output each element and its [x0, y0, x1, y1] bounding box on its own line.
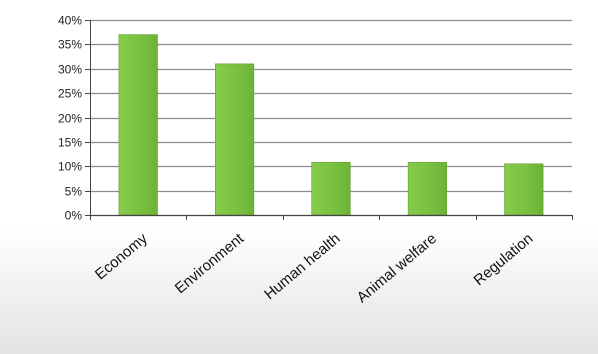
y-tick-label: 40% [58, 14, 82, 28]
lower-background-fade [0, 228, 598, 354]
y-tick-label: 25% [58, 87, 82, 101]
y-tick-label: 35% [58, 38, 82, 52]
y-tick-label: 5% [65, 185, 83, 199]
y-tick-label: 10% [58, 160, 82, 174]
y-tick-label: 15% [58, 136, 82, 150]
axes [85, 20, 573, 220]
bar [215, 63, 255, 216]
y-tick-label: 0% [65, 209, 83, 223]
y-tick-label: 20% [58, 112, 82, 126]
bar [504, 163, 544, 216]
y-tick-labels: 0% 5% 10% 15% 20% 25% 30% 35% 40% [58, 14, 82, 223]
bar [311, 162, 351, 216]
y-tick-label: 30% [58, 63, 82, 77]
bar [407, 162, 447, 216]
bar [118, 34, 158, 216]
bars [118, 34, 544, 216]
